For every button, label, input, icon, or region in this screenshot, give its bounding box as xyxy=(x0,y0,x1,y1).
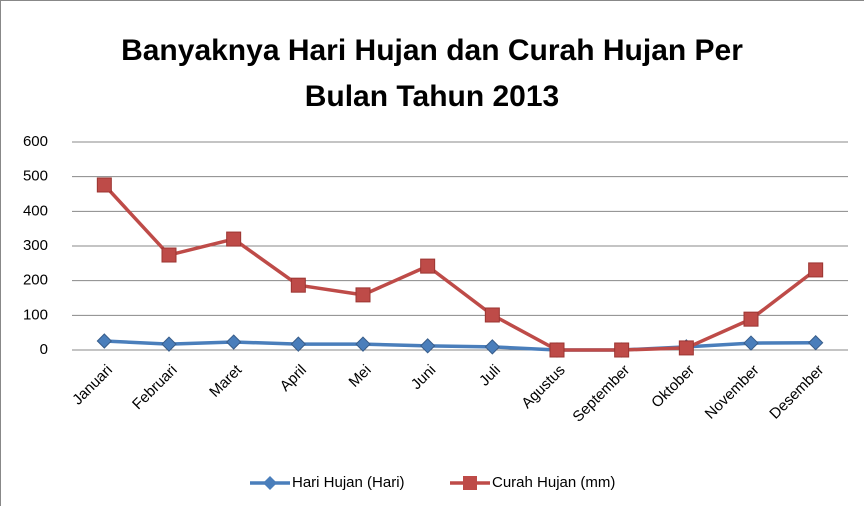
point xyxy=(161,336,177,352)
point xyxy=(225,334,242,350)
y-tick-label: 100 xyxy=(23,306,48,323)
legend-marker xyxy=(463,476,477,490)
series-line xyxy=(103,183,817,352)
point xyxy=(614,342,630,358)
point xyxy=(290,336,307,352)
point xyxy=(808,262,824,278)
point xyxy=(419,338,436,354)
point xyxy=(290,277,306,293)
point xyxy=(807,335,824,351)
y-tick-label: 600 xyxy=(23,133,48,150)
point xyxy=(161,247,177,263)
y-tick-label: 500 xyxy=(23,168,48,185)
y-tick-label: 300 xyxy=(23,237,48,254)
point xyxy=(96,177,112,193)
point xyxy=(96,333,113,349)
point xyxy=(743,311,759,327)
point xyxy=(355,336,371,352)
y-tick-label: 400 xyxy=(23,202,48,219)
point xyxy=(484,339,501,355)
legend-label: Hari Hujan (Hari) xyxy=(292,474,405,491)
point xyxy=(678,340,694,356)
series-line xyxy=(104,339,816,352)
legend-marker xyxy=(263,476,277,490)
point xyxy=(549,342,565,358)
point xyxy=(355,287,371,303)
point xyxy=(743,335,759,351)
point xyxy=(484,307,500,323)
point xyxy=(420,258,436,274)
y-tick-label: 0 xyxy=(40,341,48,358)
legend-label: Curah Hujan (mm) xyxy=(492,474,615,491)
point xyxy=(226,231,242,247)
y-tick-label: 200 xyxy=(23,272,48,289)
chart-title: Banyaknya Hari Hujan dan Curah Hujan Per xyxy=(121,34,743,67)
chart-title: Bulan Tahun 2013 xyxy=(305,80,560,113)
